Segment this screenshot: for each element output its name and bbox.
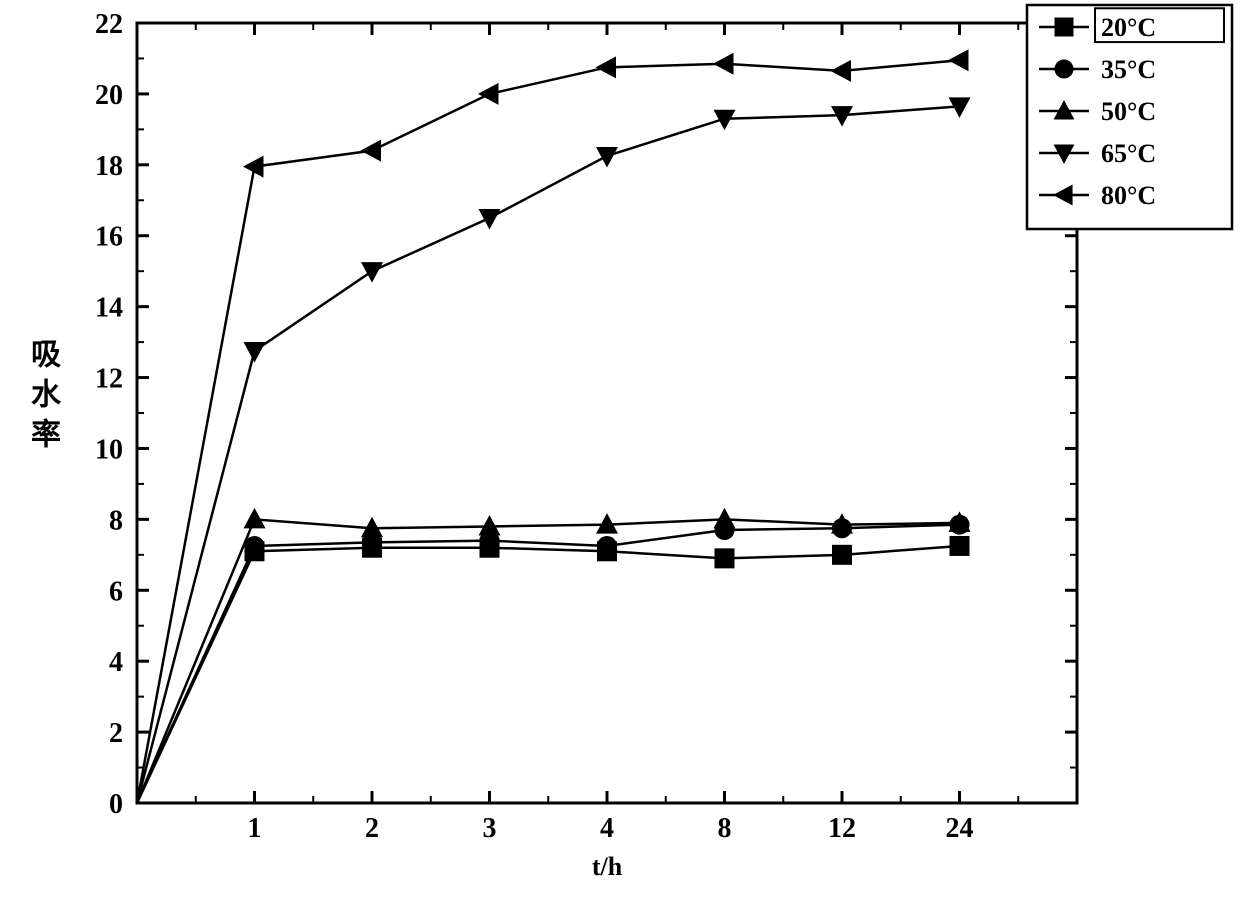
legend-label: 65°C bbox=[1101, 139, 1156, 168]
x-tick-label: 4 bbox=[600, 813, 614, 844]
x-axis-title: t/h bbox=[592, 852, 623, 881]
legend: 20°C 35°C 50°C 65°C 80°C bbox=[1027, 5, 1232, 229]
x-tick-label: 8 bbox=[718, 813, 732, 844]
y-tick-label: 14 bbox=[95, 293, 123, 324]
legend-label: 80°C bbox=[1101, 181, 1156, 210]
y-axis-title: 吸水率 bbox=[20, 338, 64, 458]
y-tick-label: 4 bbox=[109, 647, 123, 678]
x-tick-label: 3 bbox=[483, 813, 497, 844]
y-tick-label: 12 bbox=[95, 364, 123, 395]
y-tick-label: 6 bbox=[109, 576, 123, 607]
chart-svg: 0246810121416182022123481224t/h20°C35°C5… bbox=[0, 0, 1240, 903]
series-0 bbox=[137, 536, 970, 803]
legend-label: 35°C bbox=[1101, 55, 1156, 84]
y-tick-label: 16 bbox=[95, 222, 123, 253]
y-tick-label: 20 bbox=[95, 80, 123, 111]
y-tick-label: 18 bbox=[95, 151, 123, 182]
series-4 bbox=[137, 49, 969, 803]
series-group bbox=[137, 49, 971, 803]
y-tick-label: 8 bbox=[109, 505, 123, 536]
x-tick-label: 24 bbox=[946, 813, 974, 844]
legend-label: 50°C bbox=[1101, 97, 1156, 126]
y-tick-label: 2 bbox=[109, 718, 123, 749]
legend-label: 20°C bbox=[1101, 13, 1156, 42]
x-tick-label: 1 bbox=[248, 813, 262, 844]
y-tick-label: 0 bbox=[109, 789, 123, 820]
series-3 bbox=[137, 97, 971, 803]
chart-root: 0246810121416182022123481224t/h20°C35°C5… bbox=[0, 0, 1240, 903]
x-tick-label: 12 bbox=[828, 813, 856, 844]
y-tick-label: 10 bbox=[95, 434, 123, 465]
x-tick-label: 2 bbox=[365, 813, 379, 844]
y-tick-label: 22 bbox=[95, 9, 123, 40]
